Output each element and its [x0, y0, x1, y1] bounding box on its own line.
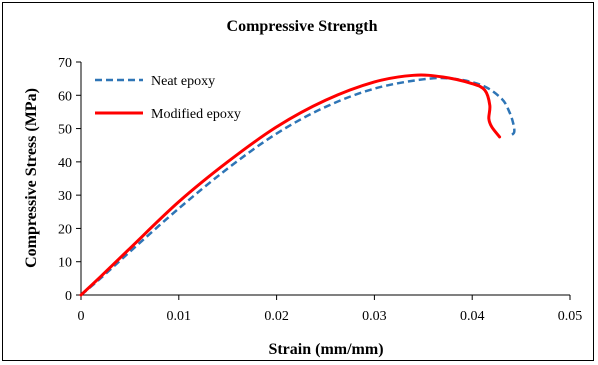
- y-tick-label: 70: [58, 56, 72, 71]
- y-tick-label: 60: [58, 89, 72, 104]
- y-tick-label: 0: [65, 289, 72, 304]
- x-axis-label: Strain (mm/mm): [268, 341, 383, 358]
- y-tick-label: 20: [58, 222, 72, 237]
- y-tick-label: 30: [58, 189, 72, 204]
- x-tick-label: 0: [78, 309, 85, 324]
- y-tick-label: 40: [58, 156, 72, 171]
- chart-title: Compressive Strength: [227, 18, 378, 35]
- series-line-neat-epoxy: [80, 76, 516, 296]
- axes: [76, 61, 571, 300]
- tick-labels: 0 0.01 0.02 0.03 0.04 0.05 0 10 20 30 40 50 60 70: [58, 56, 582, 324]
- legend: Neat epoxy Modified epoxy: [95, 74, 241, 122]
- y-axis-label: Compressive Stress (MPa): [23, 88, 40, 268]
- legend-label-neat-epoxy: Neat epoxy: [151, 74, 215, 89]
- x-tick-label: 0.04: [460, 309, 485, 324]
- x-tick-label: 0.01: [167, 309, 192, 324]
- legend-label-modified-epoxy: Modified epoxy: [151, 107, 241, 122]
- y-tick-label: 10: [58, 256, 72, 271]
- x-tick-label: 0.03: [362, 309, 387, 324]
- series-line-modified-epoxy: [79, 73, 502, 297]
- series-lines: [79, 73, 516, 297]
- y-tick-label: 50: [58, 123, 72, 138]
- chart-frame: [2, 2, 594, 361]
- x-tick-label: 0.02: [264, 309, 289, 324]
- x-tick-label: 0.05: [558, 309, 583, 324]
